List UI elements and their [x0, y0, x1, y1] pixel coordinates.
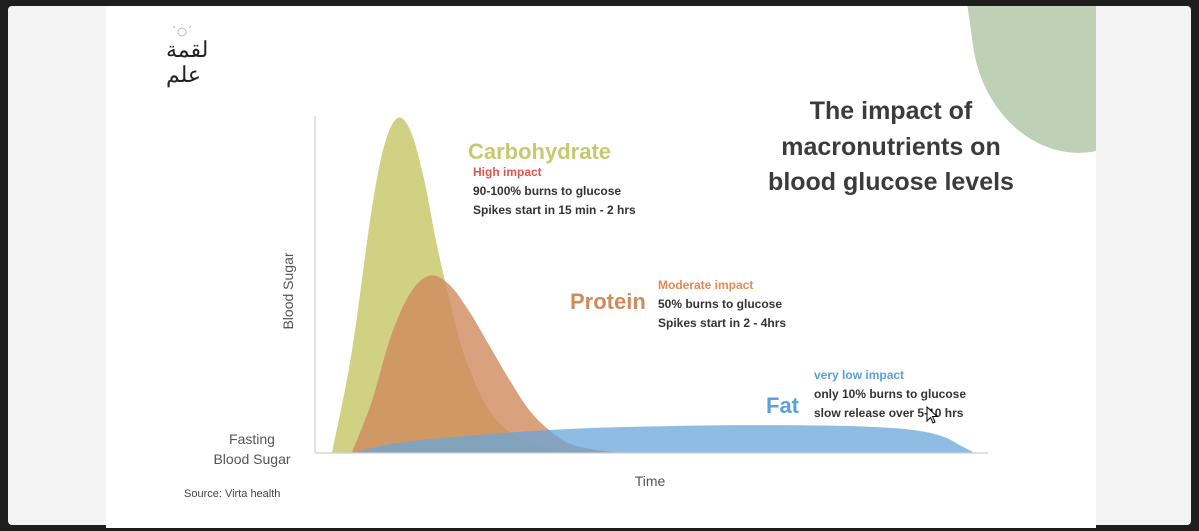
detail-carbohydrate: 90-100% burns to glucose [473, 184, 621, 198]
slide-title: The impact of macronutrients on blood gl… [746, 94, 1036, 201]
series-label-fat: Fat [766, 393, 800, 418]
title-line: macronutrients on [781, 132, 1001, 161]
source-note: Source: Virta health [184, 488, 281, 500]
detail-protein: 50% burns to glucose [658, 297, 782, 311]
title-line: The impact of [809, 97, 973, 125]
impact-label-fat: very low impact [814, 368, 904, 382]
series-label-protein: Protein [570, 289, 646, 314]
detail-fat: only 10% burns to glucose [814, 387, 966, 401]
series-area-protein [351, 275, 660, 453]
series-area-fat [351, 425, 975, 453]
x-axis-label: Time [635, 473, 666, 489]
blood-glucose-chart: Blood Sugar Time Fasting Blood Sugar Car… [213, 116, 988, 489]
logo-text: لقمة علم [166, 38, 209, 88]
impact-label-carbohydrate: High impact [473, 165, 542, 179]
slide: لقمة علم The impact of macronutrients on… [106, 6, 1096, 528]
baseline-label: Blood Sugar [213, 451, 290, 467]
detail-protein: Spikes start in 2 - 4hrs [658, 316, 786, 330]
series-areas [332, 117, 975, 454]
baseline-label: Fasting [229, 431, 275, 447]
impact-label-protein: Moderate impact [658, 278, 753, 292]
mouse-cursor-icon [926, 406, 939, 424]
title-line: blood glucose levels [768, 168, 1014, 196]
y-axis-label: Blood Sugar [280, 252, 296, 329]
detail-carbohydrate: Spikes start in 15 min - 2 hrs [473, 203, 636, 217]
series-label-carbohydrate: Carbohydrate [468, 139, 611, 164]
logo: لقمة علم [166, 22, 246, 88]
detail-fat: slow release over 5-10 hrs [814, 406, 964, 420]
